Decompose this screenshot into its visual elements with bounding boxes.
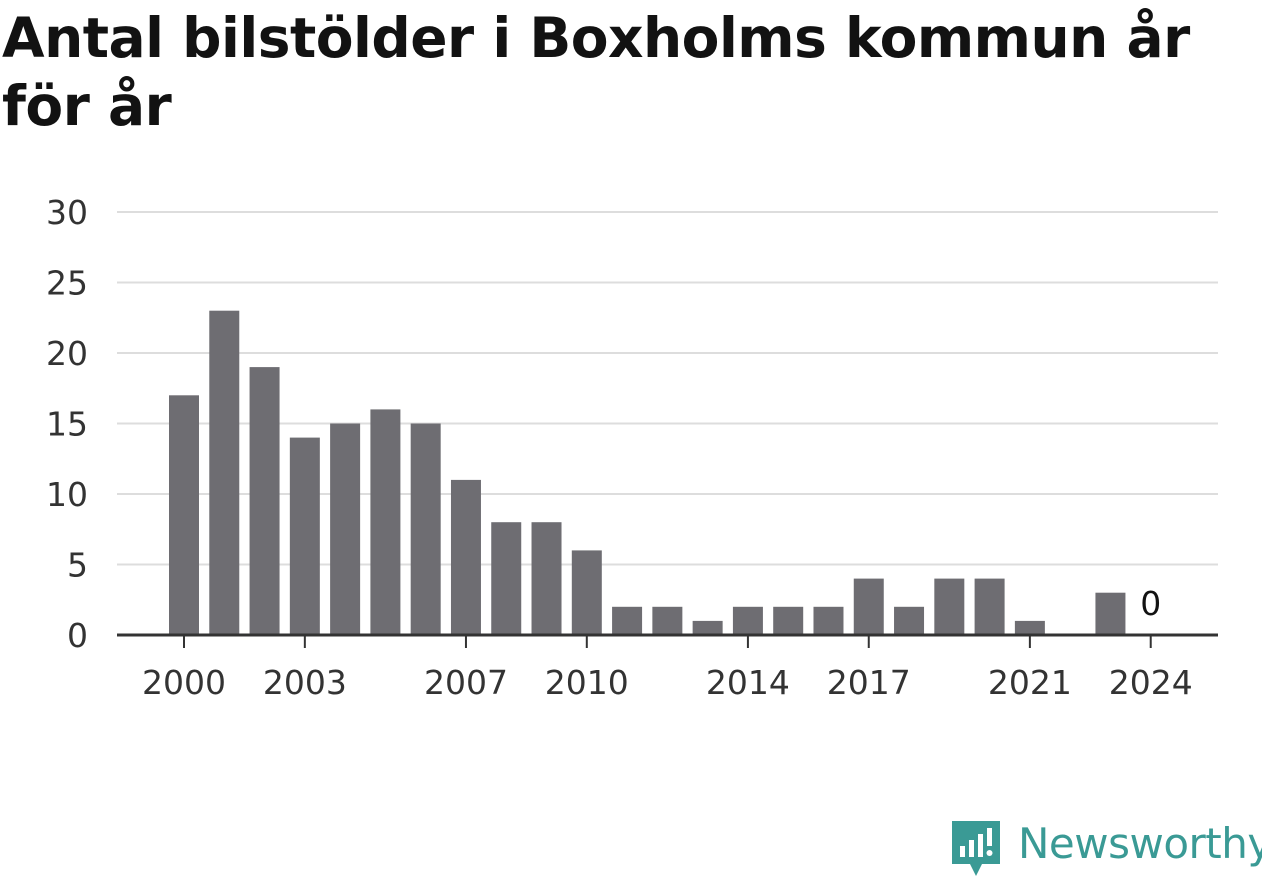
chart-title: Antal bilstölder i Boxholms kommun år fö… <box>2 6 1190 138</box>
bar <box>330 423 361 635</box>
y-tick-label: 25 <box>46 264 88 303</box>
bar <box>249 367 280 635</box>
y-tick-label: 5 <box>67 546 88 585</box>
y-axis-labels: 0 5 10 15 20 25 30 <box>46 193 88 655</box>
x-tick-label: 2007 <box>424 663 508 702</box>
bar <box>974 578 1005 635</box>
y-tick-label: 10 <box>46 475 88 514</box>
bar <box>1014 620 1045 635</box>
x-tick-label: 2003 <box>263 663 347 702</box>
bar <box>692 620 723 635</box>
y-tick-label: 0 <box>67 616 88 655</box>
x-tick-label: 2000 <box>142 663 226 702</box>
annotations: 0 <box>1140 584 1161 623</box>
brand-name: Newsworthy <box>1018 819 1262 868</box>
x-tick-label: 2010 <box>545 663 629 702</box>
bar <box>732 606 763 635</box>
bars <box>169 310 1126 635</box>
x-tick-label: 2024 <box>1109 663 1193 702</box>
bar <box>773 606 804 635</box>
y-tick-label: 20 <box>46 334 88 373</box>
bar <box>1095 592 1126 635</box>
x-tick-label: 2017 <box>827 663 911 702</box>
newsworthy-logo-icon <box>952 821 1000 876</box>
bar <box>410 423 441 635</box>
bar <box>934 578 965 635</box>
bar <box>531 522 562 635</box>
bar <box>450 479 481 635</box>
x-tick-label: 2021 <box>988 663 1072 702</box>
bar <box>813 606 844 635</box>
y-tick-label: 15 <box>46 405 88 444</box>
bar <box>853 578 884 635</box>
bar <box>289 437 320 635</box>
bar <box>612 606 643 635</box>
bar <box>209 310 240 635</box>
data-label: 0 <box>1140 584 1161 623</box>
x-axis-ticks: 2000 2003 2007 2010 2014 2017 2021 2024 <box>142 635 1193 702</box>
y-tick-label: 30 <box>46 193 88 232</box>
bar <box>652 606 683 635</box>
bar <box>370 409 401 635</box>
x-tick-label: 2014 <box>706 663 790 702</box>
gridlines <box>117 211 1218 566</box>
bar <box>491 522 522 635</box>
bar <box>571 550 602 635</box>
bar <box>169 395 199 635</box>
bar <box>894 606 925 635</box>
